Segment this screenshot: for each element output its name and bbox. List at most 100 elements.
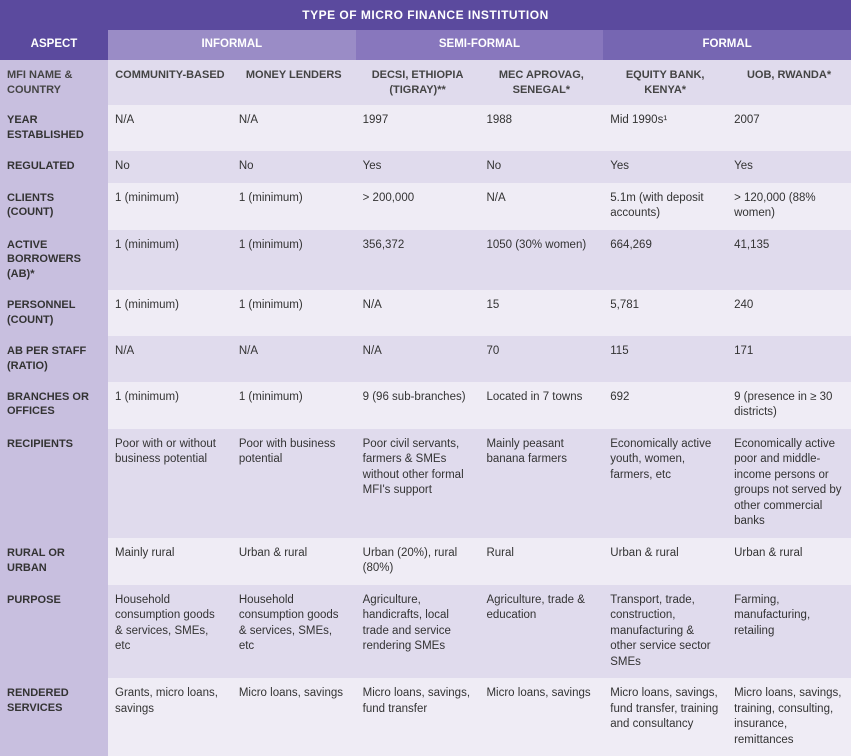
table-row: PURPOSEHousehold consumption goods & ser… [0,585,851,679]
table-cell: Urban & rural [727,538,851,585]
table-cell: 240 [727,290,851,336]
table-cell: 2007 [727,105,851,151]
table-cell: 1997 [356,105,480,151]
table-cell: Mainly rural [108,538,232,585]
table-row: ACTIVE BORROWERS (AB)*1 (minimum)1 (mini… [0,230,851,291]
table-cell: Poor civil servants, farmers & SMEs with… [356,429,480,538]
table-cell: N/A [356,290,480,336]
table-cell: Yes [727,151,851,183]
table-cell: 41,135 [727,230,851,291]
table-cell: > 120,000 (88% women) [727,183,851,230]
table-cell: Agriculture, handicrafts, local trade an… [356,585,480,679]
table-cell: 9 (96 sub-branches) [356,382,480,429]
table-cell: Poor with business potential [232,429,356,538]
table-cell: Household consumption goods & services, … [108,585,232,679]
row-label: CLIENTS (COUNT) [0,183,108,230]
mfi-header: UOB, RWANDA* [727,60,851,106]
table-cell: 1 (minimum) [232,183,356,230]
row-label: RURAL OR URBAN [0,538,108,585]
table-row: BRANCHES OR OFFICES1 (minimum)1 (minimum… [0,382,851,429]
table-cell: N/A [232,105,356,151]
table-cell: Mid 1990s¹ [603,105,727,151]
table-cell: Transport, trade, construction, manufact… [603,585,727,679]
table-cell: Farming, manufacturing, retailing [727,585,851,679]
table-cell: 1 (minimum) [232,290,356,336]
mfi-header: DECSI, ETHIOPIA (TIGRAY)** [356,60,480,106]
table-cell: Mainly peasant banana farmers [479,429,603,538]
cat-aspect: ASPECT [0,30,108,60]
row-label: MFI NAME & COUNTRY [0,60,108,106]
table-title: TYPE OF MICRO FINANCE INSTITUTION [0,0,851,30]
row-label: PERSONNEL (COUNT) [0,290,108,336]
cat-formal: FORMAL [603,30,851,60]
table-cell: No [108,151,232,183]
table-cell: Grants, micro loans, savings [108,678,232,756]
table-cell: 171 [727,336,851,382]
table-cell: 15 [479,290,603,336]
table-cell: 115 [603,336,727,382]
table-cell: Household consumption goods & services, … [232,585,356,679]
mfi-header-row: MFI NAME & COUNTRY COMMUNITY-BASED MONEY… [0,60,851,106]
table-cell: Micro loans, savings, fund transfer [356,678,480,756]
table-cell: Economically active poor and middle-inco… [727,429,851,538]
table-cell: Rural [479,538,603,585]
table-cell: 1 (minimum) [108,290,232,336]
table-cell: 1 (minimum) [108,183,232,230]
table-cell: N/A [479,183,603,230]
table-row: RURAL OR URBANMainly ruralUrban & ruralU… [0,538,851,585]
table-cell: Micro loans, savings [479,678,603,756]
table-cell: Poor with or without business potential [108,429,232,538]
table-cell: Micro loans, savings, training, consulti… [727,678,851,756]
mfi-header: EQUITY BANK, KENYA* [603,60,727,106]
mfi-header: COMMUNITY-BASED [108,60,232,106]
table-cell: N/A [108,105,232,151]
table-cell: 356,372 [356,230,480,291]
table-cell: 1050 (30% women) [479,230,603,291]
table-cell: 1 (minimum) [232,382,356,429]
table-cell: Urban & rural [603,538,727,585]
row-label: REGULATED [0,151,108,183]
table-row: RECIPIENTSPoor with or without business … [0,429,851,538]
table-cell: Economically active youth, women, farmer… [603,429,727,538]
table-cell: 9 (presence in ≥ 30 districts) [727,382,851,429]
table-cell: 1 (minimum) [108,230,232,291]
table-cell: N/A [356,336,480,382]
table-cell: 70 [479,336,603,382]
row-label: AB PER STAFF (RATIO) [0,336,108,382]
table-cell: No [232,151,356,183]
table-cell: N/A [108,336,232,382]
table-cell: 5.1m (with deposit accounts) [603,183,727,230]
table-cell: N/A [232,336,356,382]
table-cell: Agriculture, trade & education [479,585,603,679]
table-cell: Yes [356,151,480,183]
table-cell: 692 [603,382,727,429]
table-cell: Located in 7 towns [479,382,603,429]
row-label: ACTIVE BORROWERS (AB)* [0,230,108,291]
table-cell: Urban (20%), rural (80%) [356,538,480,585]
table-cell: 1 (minimum) [108,382,232,429]
table-row: AB PER STAFF (RATIO)N/AN/AN/A70115171 [0,336,851,382]
mfi-header: MEC APROVAG, SENEGAL* [479,60,603,106]
row-label: RECIPIENTS [0,429,108,538]
mfi-comparison-table: TYPE OF MICRO FINANCE INSTITUTION ASPECT… [0,0,851,756]
table-row: YEAR ESTABLISHEDN/AN/A19971988Mid 1990s¹… [0,105,851,151]
table-row: CLIENTS (COUNT)1 (minimum)1 (minimum)> 2… [0,183,851,230]
row-label: PURPOSE [0,585,108,679]
table-cell: 1988 [479,105,603,151]
table-row: REGULATEDNoNoYesNoYesYes [0,151,851,183]
table-row: PERSONNEL (COUNT)1 (minimum)1 (minimum)N… [0,290,851,336]
row-label: BRANCHES OR OFFICES [0,382,108,429]
row-label: YEAR ESTABLISHED [0,105,108,151]
table-cell: > 200,000 [356,183,480,230]
row-label: RENDERED SERVICES [0,678,108,756]
cat-informal: INFORMAL [108,30,356,60]
table-row: RENDERED SERVICESGrants, micro loans, sa… [0,678,851,756]
table-cell: No [479,151,603,183]
cat-semiformal: SEMI-FORMAL [356,30,604,60]
table-cell: Yes [603,151,727,183]
mfi-header: MONEY LENDERS [232,60,356,106]
table-cell: 664,269 [603,230,727,291]
table-cell: 1 (minimum) [232,230,356,291]
table-title-row: TYPE OF MICRO FINANCE INSTITUTION [0,0,851,30]
table-cell: 5,781 [603,290,727,336]
